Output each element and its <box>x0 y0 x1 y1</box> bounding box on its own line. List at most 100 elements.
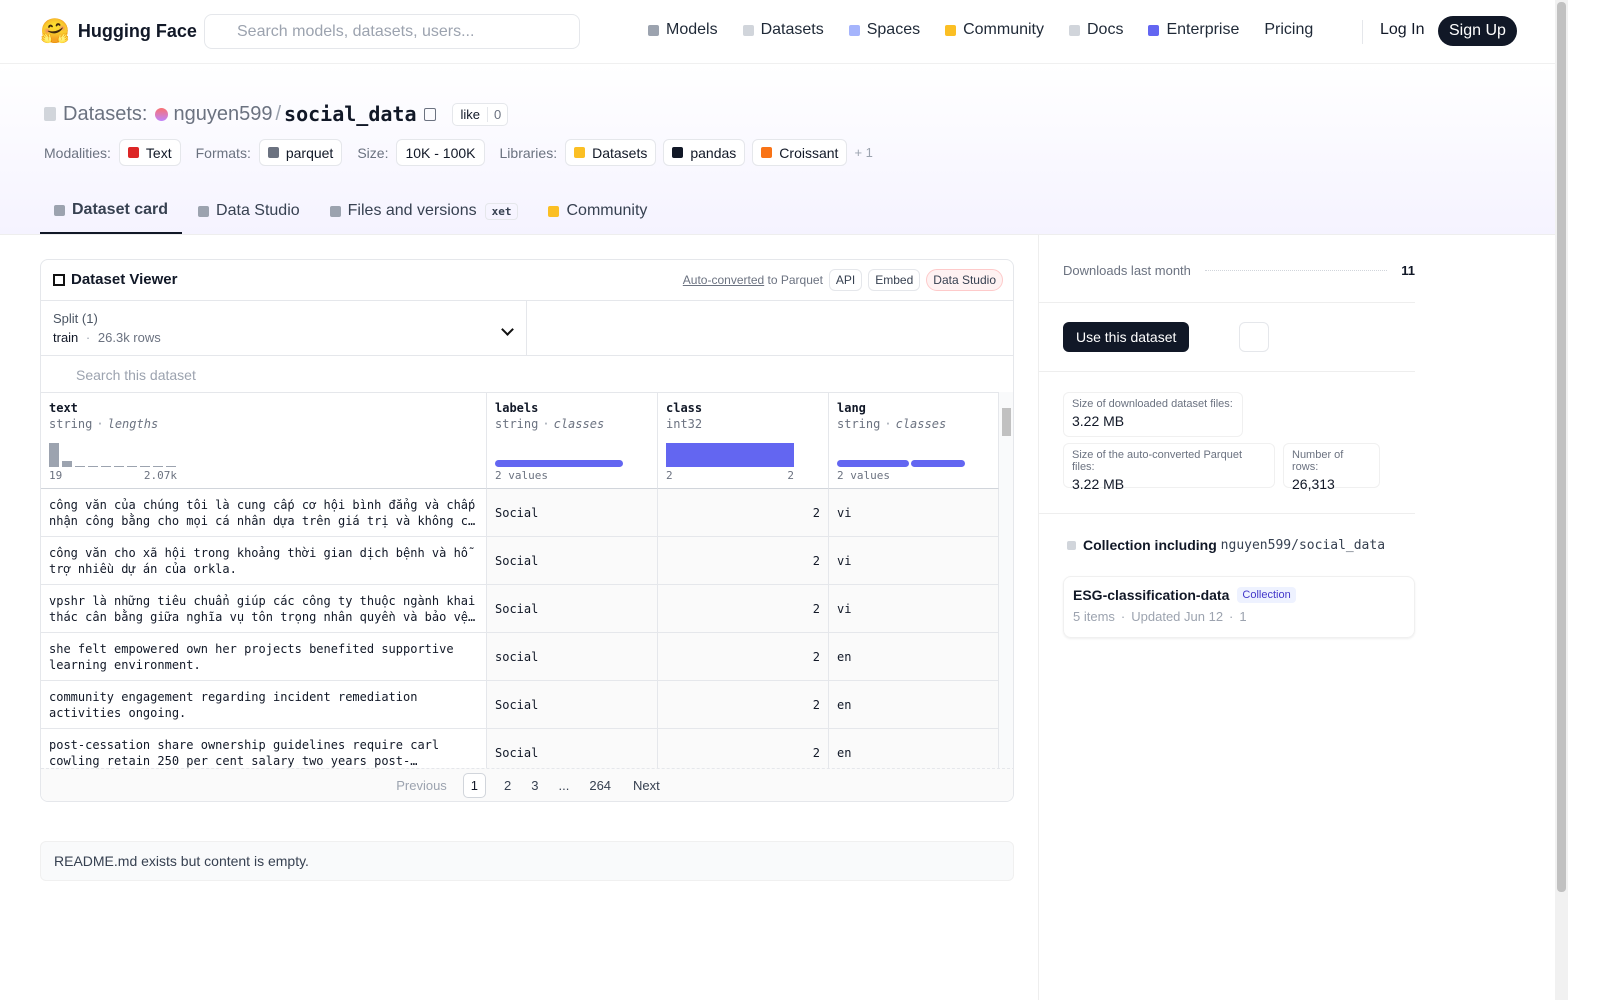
table-cell[interactable]: Social <box>487 489 658 537</box>
tag-label: pandas <box>690 144 737 161</box>
table-cell[interactable]: vi <box>829 537 999 585</box>
table-cell[interactable]: she felt empowered own her projects bene… <box>41 633 487 681</box>
nav-link[interactable]: Pricing <box>1264 21 1313 39</box>
nav-icon <box>742 24 754 36</box>
cell-value: Social <box>495 601 539 616</box>
tag[interactable]: Text <box>118 139 181 166</box>
use-dataset[interactable]: Use this dataset <box>1063 322 1190 352</box>
axis-label: 2 <box>787 469 794 482</box>
page-link[interactable]: ... <box>558 778 570 793</box>
brand[interactable]: 🤗 Hugging Face <box>40 18 197 45</box>
collection-card[interactable]: ESG-classification-data Collection 5 item… <box>1063 576 1415 638</box>
table-cell[interactable]: vpshr là những tiêu chuẩn giúp các công … <box>41 585 487 633</box>
login[interactable]: Log In <box>1380 21 1425 38</box>
cell-value: vi <box>837 601 852 616</box>
column-header[interactable]: text string · lengths 19 2.07k <box>41 393 487 489</box>
split-rows: 26.3k rows <box>97 330 161 345</box>
nav-link[interactable]: Community <box>945 21 1044 39</box>
repo-name[interactable]: social_data <box>284 102 417 126</box>
nav-link-label: Pricing <box>1264 21 1314 38</box>
tag[interactable]: Datasets <box>565 139 657 166</box>
tab[interactable]: Dataset card <box>40 188 183 234</box>
table-cell[interactable]: 2 <box>658 633 829 681</box>
cell-value: vi <box>837 553 852 568</box>
tag[interactable]: parquet <box>258 139 343 166</box>
table-cell[interactable]: Social <box>487 681 658 729</box>
nav-link[interactable]: Enterprise <box>1148 21 1239 39</box>
more-menu[interactable] <box>1239 322 1269 352</box>
nav-link[interactable]: Datasets <box>742 21 824 39</box>
axis-label: 2.07k <box>143 469 177 482</box>
table-cell[interactable]: 2 <box>658 681 829 729</box>
column-header[interactable]: class int32 2 2 <box>658 393 829 489</box>
dataset-search[interactable]: Search this dataset <box>76 357 196 392</box>
table-cell[interactable]: công văn của chúng tôi là cung cấp cơ hộ… <box>41 489 487 537</box>
viewer-action[interactable]: API <box>828 269 863 291</box>
column-stat: classes <box>553 417 605 431</box>
tab[interactable]: Files and versions xet <box>316 188 533 234</box>
page-link[interactable]: 1 <box>462 773 487 798</box>
viewer-action[interactable]: Embed <box>868 269 921 291</box>
tag-icon <box>672 147 684 158</box>
column-type-name: string <box>495 417 539 431</box>
table-cell[interactable]: 2 <box>658 537 829 585</box>
table-cell[interactable]: 2 <box>658 489 829 537</box>
tag-more[interactable]: + 1 <box>854 145 873 160</box>
column-chart <box>495 439 623 467</box>
page-next[interactable]: Next <box>633 778 660 793</box>
tag[interactable]: pandas <box>663 139 746 166</box>
hist-bar <box>75 466 85 467</box>
tab[interactable]: Data Studio <box>184 188 314 234</box>
brand-name: Hugging Face <box>77 21 197 41</box>
nav-link[interactable]: Docs <box>1069 21 1123 39</box>
hist-bar <box>153 466 163 467</box>
tag[interactable]: 10K - 100K <box>396 139 485 166</box>
nav-icon <box>1148 24 1160 36</box>
column-name: class <box>666 401 703 415</box>
stat-label: Size of downloaded dataset files: <box>1072 398 1233 410</box>
converted[interactable]: Auto-converted <box>682 273 765 287</box>
table-cell[interactable]: community engagement regarding incident … <box>41 681 487 729</box>
collection-heading: Collection including <box>1083 537 1217 553</box>
navbar: 🤗 Hugging Face Search models, datasets, u… <box>0 0 1555 64</box>
table-cell[interactable]: vi <box>829 489 999 537</box>
stat-value: 26,313 <box>1292 476 1335 492</box>
page-link[interactable]: 3 <box>531 778 539 793</box>
column-header[interactable]: labels string · classes 2 values <box>487 393 658 489</box>
nav-link[interactable]: Spaces <box>848 21 920 39</box>
hist-bar <box>166 466 176 467</box>
column-header[interactable]: lang string · classes 2 values <box>829 393 999 489</box>
table-cell[interactable]: Social <box>487 537 658 585</box>
sidebar: Downloads last month 11 Use this dataset … <box>1038 235 1555 1000</box>
table-cell[interactable]: vi <box>829 585 999 633</box>
nav-link[interactable]: Models <box>648 21 718 39</box>
cell-value: 2 <box>812 745 820 760</box>
column-type: string · lengths <box>49 417 478 431</box>
tab-icon <box>54 204 65 216</box>
table-cell[interactable]: social <box>487 633 658 681</box>
column-stat: classes <box>895 417 947 431</box>
page-prev[interactable]: Previous <box>396 778 447 793</box>
viewer-action[interactable]: Data Studio <box>926 269 1003 291</box>
hist-bar <box>62 461 72 467</box>
table-cell[interactable]: Social <box>487 585 658 633</box>
nav-icon <box>1069 24 1080 36</box>
table-cell[interactable]: công văn cho xã hội trong khoảng thời gi… <box>41 537 487 585</box>
table-cell[interactable]: 2 <box>658 585 829 633</box>
stat-value: 3.22 MB <box>1072 413 1125 429</box>
tag-group-label: Modalities: <box>44 144 111 161</box>
search-box[interactable]: Search models, datasets, users... <box>204 14 580 49</box>
tab[interactable]: Community <box>534 188 661 234</box>
signup[interactable]: Sign Up <box>1438 16 1517 46</box>
owner[interactable]: nguyen599 <box>173 102 273 125</box>
split-select[interactable]: Split (1) train · 26.3k rows <box>41 301 527 356</box>
nav-icon <box>945 24 957 36</box>
table-cell[interactable]: en <box>829 681 999 729</box>
tag[interactable]: Croissant <box>752 139 848 166</box>
like-button[interactable]: like 0 <box>452 102 509 126</box>
page-link[interactable]: 2 <box>504 778 512 793</box>
page-link[interactable]: 264 <box>589 778 612 793</box>
dot: · <box>96 417 104 431</box>
table-cell[interactable]: en <box>829 633 999 681</box>
